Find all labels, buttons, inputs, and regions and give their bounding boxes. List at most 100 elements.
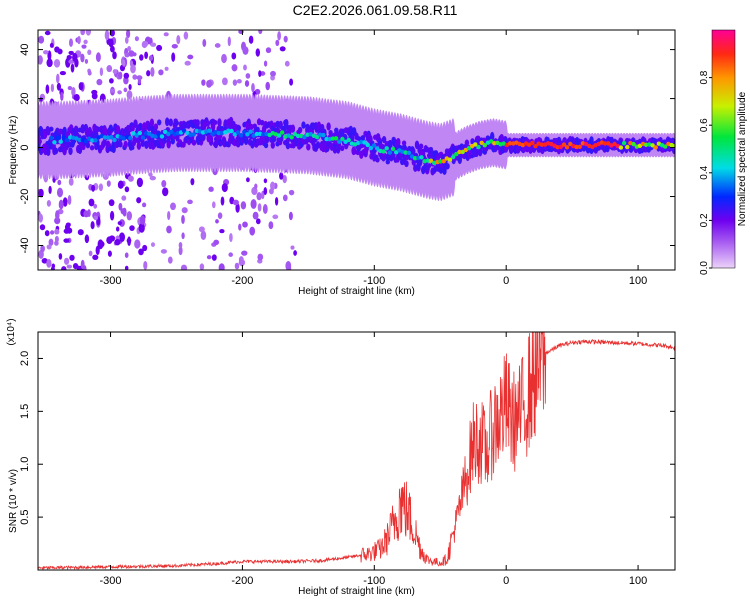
ridge-core (583, 141, 589, 147)
speckle (282, 194, 288, 202)
ridge-core (621, 140, 627, 146)
ridge-core (561, 142, 567, 147)
ridge-body (475, 135, 481, 141)
plot2-ytick-label: 1.0 (19, 457, 31, 472)
snr-series-line (38, 332, 675, 570)
speckle (68, 178, 74, 186)
ridge-body (442, 166, 447, 175)
speckle (38, 35, 45, 44)
speckle (53, 58, 61, 68)
speckle (213, 239, 220, 246)
ridge-body (174, 120, 179, 126)
speckle (38, 213, 44, 223)
speckle (215, 219, 219, 224)
speckle (251, 82, 255, 93)
speckle (38, 55, 43, 65)
speckle (149, 175, 156, 181)
ridge-core (492, 141, 497, 146)
ridge-core (375, 146, 380, 151)
ridge-body (109, 127, 115, 133)
speckle (68, 50, 74, 55)
ridge-core (346, 137, 351, 143)
ridge-core (321, 132, 326, 138)
speckle (158, 69, 164, 76)
speckle (187, 199, 193, 205)
speckle (109, 210, 115, 221)
ridge-core (102, 135, 108, 140)
speckle (84, 234, 90, 244)
speckle (72, 52, 78, 62)
ridge-core (479, 140, 484, 145)
speckle (178, 246, 183, 256)
speckle (45, 84, 50, 94)
speckle (142, 244, 148, 252)
ridge-core (52, 140, 57, 145)
ridge-core (533, 144, 538, 149)
speckle (77, 35, 81, 45)
ridge-body (562, 137, 567, 144)
speckle (240, 201, 247, 210)
speckle (148, 172, 153, 177)
speckle (95, 52, 101, 63)
ridge-core (618, 145, 624, 150)
ridge-body (260, 119, 265, 126)
speckle (80, 30, 86, 36)
speckle (70, 63, 75, 73)
ridge-core (558, 144, 563, 150)
ridge-body (350, 134, 355, 144)
speckle (66, 264, 73, 269)
plot1-xlabel: Height of straight line (km) (298, 286, 415, 297)
speckle (148, 55, 154, 62)
speckle (108, 199, 115, 207)
speckle (50, 83, 55, 93)
speckle (211, 254, 217, 261)
speckle (129, 60, 134, 67)
ridge-body (356, 136, 362, 142)
ridge-body (404, 160, 409, 168)
speckle (167, 256, 173, 264)
speckle (263, 60, 268, 67)
speckle (50, 266, 55, 270)
ridge-body (68, 147, 73, 155)
speckle (127, 236, 132, 247)
ridge-core (387, 150, 393, 155)
speckle (184, 60, 191, 66)
speckle (257, 203, 262, 212)
speckle (127, 45, 131, 52)
ridge-core (409, 154, 415, 159)
speckle (238, 256, 244, 264)
speckle (136, 197, 142, 204)
speckle (265, 47, 272, 54)
speckle (242, 46, 249, 55)
speckle (187, 54, 194, 60)
ridge-core (564, 145, 570, 150)
ridge-core (166, 131, 171, 137)
plot1-ytick-label: 20 (19, 92, 31, 104)
speckle (265, 81, 270, 91)
ridge-core (324, 136, 329, 142)
speckle (56, 82, 62, 91)
speckle (156, 44, 163, 52)
speckle (285, 260, 292, 270)
ridge-body (445, 163, 450, 170)
speckle (279, 46, 286, 52)
ridge-body (396, 137, 401, 147)
speckle (136, 177, 144, 188)
speckle (49, 42, 54, 48)
speckle (57, 179, 62, 186)
speckle (290, 245, 295, 250)
speckle (262, 204, 268, 214)
speckle (67, 86, 73, 91)
speckle (127, 175, 134, 182)
ridge-core (337, 139, 342, 144)
ridge-body (236, 125, 241, 131)
plot1-xtick-label: 100 (629, 275, 647, 287)
speckle (167, 210, 171, 221)
speckle (54, 217, 61, 225)
plot2-frame (37, 331, 676, 571)
ridge-body (414, 140, 420, 150)
ridge-body (66, 141, 72, 147)
speckle (120, 208, 126, 215)
speckle (93, 203, 98, 209)
speckle (198, 226, 205, 233)
